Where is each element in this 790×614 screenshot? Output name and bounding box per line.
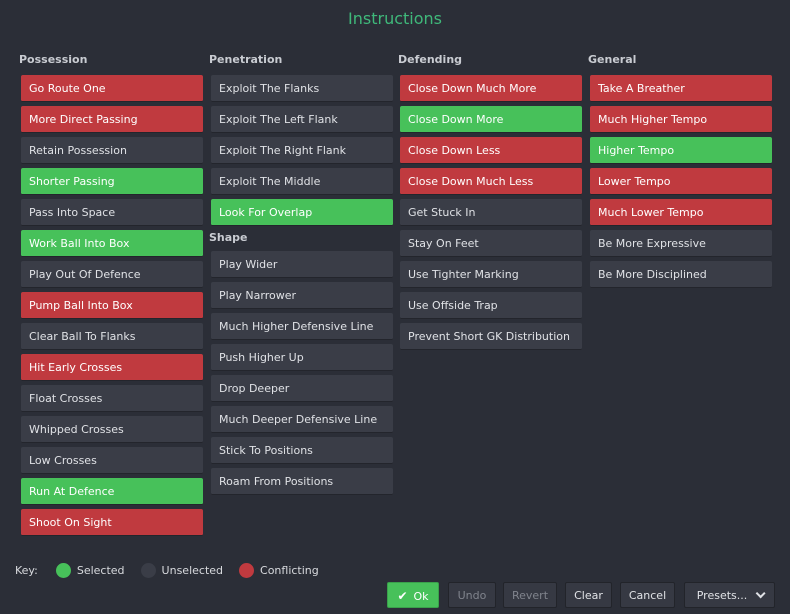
instruction-exploit-the-middle[interactable]: Exploit The Middle (211, 168, 393, 195)
instruction-roam-from-positions[interactable]: Roam From Positions (211, 468, 393, 495)
penetration-list: Exploit The Flanks Exploit The Left Flank… (209, 75, 393, 226)
instruction-work-ball-into-box[interactable]: Work Ball Into Box (21, 230, 203, 257)
instruction-hit-early-crosses[interactable]: Hit Early Crosses (21, 354, 203, 381)
instruction-use-tighter-marking[interactable]: Use Tighter Marking (400, 261, 582, 288)
instruction-whipped-crosses[interactable]: Whipped Crosses (21, 416, 203, 443)
legend-unselected: Unselected (140, 562, 224, 578)
instruction-much-deeper-defensive-line[interactable]: Much Deeper Defensive Line (211, 406, 393, 433)
instruction-take-a-breather[interactable]: Take A Breather (590, 75, 772, 102)
revert-button[interactable]: Revert (503, 582, 557, 608)
clear-button[interactable]: Clear (565, 582, 612, 608)
possession-list: Go Route One More Direct Passing Retain Po… (19, 75, 203, 536)
instruction-look-for-overlap[interactable]: Look For Overlap (211, 199, 393, 226)
legend-conflicting: Conflicting (239, 562, 319, 578)
instruction-be-more-expressive[interactable]: Be More Expressive (590, 230, 772, 257)
possession-column: Possession Go Route One More Direct Passi… (19, 52, 203, 540)
instruction-play-wider[interactable]: Play Wider (211, 251, 393, 278)
ok-button[interactable]: ✔ Ok (387, 582, 439, 608)
defending-column: Defending Close Down Much More Close Down… (398, 52, 582, 354)
instruction-be-more-disciplined[interactable]: Be More Disciplined (590, 261, 772, 288)
instruction-close-down-much-more[interactable]: Close Down Much More (400, 75, 582, 102)
instruction-prevent-short-gk-distribution[interactable]: Prevent Short GK Distribution (400, 323, 582, 350)
shape-header: Shape (209, 231, 248, 244)
dialog-title: Instructions (348, 9, 442, 28)
legend-selected: Selected (55, 562, 125, 578)
instruction-shorter-passing[interactable]: Shorter Passing (21, 168, 203, 195)
instruction-close-down-much-less[interactable]: Close Down Much Less (400, 168, 582, 195)
instruction-pump-ball-into-box[interactable]: Pump Ball Into Box (21, 292, 203, 319)
cancel-button[interactable]: Cancel (620, 582, 675, 608)
defending-header: Defending (398, 53, 463, 66)
instruction-exploit-the-flanks[interactable]: Exploit The Flanks (211, 75, 393, 102)
possession-header: Possession (19, 53, 88, 66)
undo-label: Undo (457, 589, 487, 602)
instruction-much-lower-tempo[interactable]: Much Lower Tempo (590, 199, 772, 226)
legend-conflicting-label: Conflicting (260, 563, 319, 577)
penetration-header: Penetration (209, 53, 283, 66)
instruction-lower-tempo[interactable]: Lower Tempo (590, 168, 772, 195)
conflicting-dot-icon (239, 562, 255, 578)
instruction-more-direct-passing[interactable]: More Direct Passing (21, 106, 203, 133)
defending-list: Close Down Much More Close Down More Close… (398, 75, 582, 350)
instruction-play-out-of-defence[interactable]: Play Out Of Defence (21, 261, 203, 288)
unselected-dot-icon (140, 562, 156, 578)
instruction-much-higher-defensive-line[interactable]: Much Higher Defensive Line (211, 313, 393, 340)
general-header: General (588, 53, 637, 66)
instruction-play-narrower[interactable]: Play Narrower (211, 282, 393, 309)
revert-label: Revert (511, 589, 549, 602)
footer: Key: Selected Unselected Conflicting ✔ Ok… (0, 559, 790, 614)
presets-dropdown[interactable]: Presets... (684, 582, 775, 608)
legend-selected-label: Selected (76, 563, 125, 577)
instruction-stick-to-positions[interactable]: Stick To Positions (211, 437, 393, 464)
instruction-low-crosses[interactable]: Low Crosses (21, 447, 203, 474)
instruction-retain-possession[interactable]: Retain Possession (21, 137, 203, 164)
instruction-go-route-one[interactable]: Go Route One (21, 75, 203, 102)
chevron-down-icon (755, 588, 766, 599)
instruction-higher-tempo[interactable]: Higher Tempo (590, 137, 772, 164)
cancel-label: Cancel (628, 589, 667, 602)
general-list: Take A Breather Much Higher Tempo Higher T… (588, 75, 772, 288)
instruction-close-down-more[interactable]: Close Down More (400, 106, 582, 133)
instruction-close-down-less[interactable]: Close Down Less (400, 137, 582, 164)
instruction-much-higher-tempo[interactable]: Much Higher Tempo (590, 106, 772, 133)
instruction-exploit-the-left-flank[interactable]: Exploit The Left Flank (211, 106, 393, 133)
instruction-get-stuck-in[interactable]: Get Stuck In (400, 199, 582, 226)
instruction-run-at-defence[interactable]: Run At Defence (21, 478, 203, 505)
presets-label: Presets... (696, 589, 748, 602)
instruction-stay-on-feet[interactable]: Stay On Feet (400, 230, 582, 257)
instruction-drop-deeper[interactable]: Drop Deeper (211, 375, 393, 402)
instruction-exploit-the-right-flank[interactable]: Exploit The Right Flank (211, 137, 393, 164)
clear-label: Clear (574, 589, 603, 602)
instruction-push-higher-up[interactable]: Push Higher Up (211, 344, 393, 371)
general-column: General Take A Breather Much Higher Tempo… (588, 52, 772, 292)
instruction-float-crosses[interactable]: Float Crosses (21, 385, 203, 412)
action-bar: ✔ Ok Undo Revert Clear Cancel Presets... (0, 582, 790, 608)
ok-label: Ok (413, 590, 429, 603)
instruction-use-offside-trap[interactable]: Use Offside Trap (400, 292, 582, 319)
legend-label: Key: (15, 563, 38, 577)
legend: Key: Selected Unselected Conflicting (15, 561, 335, 579)
instruction-shoot-on-sight[interactable]: Shoot On Sight (21, 509, 203, 536)
check-icon: ✔ (397, 589, 408, 603)
penetration-column: Penetration Exploit The Flanks Exploit Th… (209, 52, 393, 499)
undo-button[interactable]: Undo (448, 582, 496, 608)
selected-dot-icon (55, 562, 71, 578)
instruction-pass-into-space[interactable]: Pass Into Space (21, 199, 203, 226)
legend-unselected-label: Unselected (161, 563, 224, 577)
shape-list: Play Wider Play Narrower Much Higher Defen… (209, 251, 393, 495)
instruction-clear-ball-to-flanks[interactable]: Clear Ball To Flanks (21, 323, 203, 350)
